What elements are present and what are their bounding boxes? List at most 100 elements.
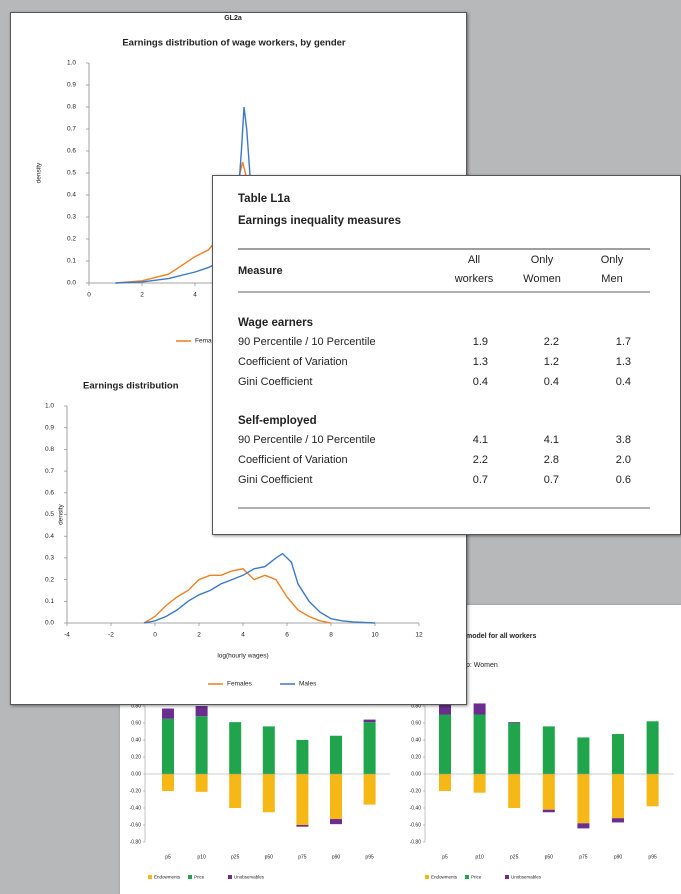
x-tick-label: p90 <box>332 854 341 860</box>
legend-label: Price <box>194 875 205 880</box>
y-tick-label: 0.4 <box>67 192 76 199</box>
y-tick-label: -0.20 <box>130 788 142 794</box>
column-header: Women <box>523 273 561 285</box>
y-tick-label: 0.0 <box>45 620 54 627</box>
table-cell: 2.0 <box>616 454 631 466</box>
y-tick-label: 0.7 <box>67 126 76 133</box>
legend-label: Endowments <box>431 875 458 880</box>
table-cell: 1.2 <box>544 356 559 368</box>
table-subtitle: Earnings inequality measures <box>238 215 401 227</box>
table-cell: 0.6 <box>616 474 631 486</box>
sheet-title: model for all workers <box>466 633 537 640</box>
x-axis-label: log(hourly wages) <box>217 653 268 660</box>
y-tick-label: -0.80 <box>130 839 142 845</box>
x-tick-label: p90 <box>614 854 623 860</box>
y-axis-label: density <box>58 503 65 524</box>
row-label: Gini Coefficient <box>238 376 312 388</box>
bar-segment <box>612 818 624 823</box>
bar-segment <box>508 774 521 808</box>
bar-segment <box>439 774 451 791</box>
x-tick-label: 12 <box>415 632 423 639</box>
y-tick-label: -0.20 <box>410 788 422 794</box>
y-tick-label: -0.60 <box>130 822 142 828</box>
x-tick-label: 0 <box>153 632 157 639</box>
bar-segment <box>363 722 376 774</box>
table-cell: 0.4 <box>544 376 559 388</box>
y-tick-label: 0.80 <box>411 703 421 709</box>
bar-segment <box>363 719 376 723</box>
bar-segment <box>162 774 174 791</box>
legend-label: Unobservables <box>234 875 265 880</box>
x-tick-label: 0 <box>87 292 91 299</box>
table-cell: 3.8 <box>616 434 631 446</box>
bar-segment <box>363 774 376 805</box>
row-label: Gini Coefficient <box>238 474 312 486</box>
legend-swatch <box>465 875 469 879</box>
row-label: 90 Percentile / 10 Percentile <box>238 434 376 446</box>
x-tick-label: 2 <box>140 292 144 299</box>
y-tick-label: 0.2 <box>45 576 54 583</box>
y-tick-label: 0.6 <box>45 490 54 497</box>
bar-segment <box>612 774 624 819</box>
table-cell: 4.1 <box>473 434 488 446</box>
x-tick-label: p50 <box>545 854 554 860</box>
y-tick-label: 0.3 <box>67 214 76 221</box>
y-tick-label: 0.8 <box>45 446 54 453</box>
y-tick-label: 1.0 <box>67 60 76 67</box>
table-cell: 4.1 <box>544 434 559 446</box>
y-tick-label: 0.2 <box>67 236 76 243</box>
legend-label: Endowments <box>154 875 181 880</box>
y-tick-label: 0.80 <box>131 703 141 709</box>
y-tick-label: -0.80 <box>410 839 422 845</box>
table-cell: 1.3 <box>473 356 488 368</box>
table-cell: 0.7 <box>544 474 559 486</box>
bar-segment <box>330 774 342 820</box>
y-tick-label: 0.40 <box>411 737 421 743</box>
sheet-subtitle: p: Women <box>466 662 498 669</box>
x-tick-label: -4 <box>64 632 70 639</box>
bar-segment <box>508 723 521 774</box>
bar-segment <box>296 740 309 774</box>
x-tick-label: p95 <box>365 854 374 860</box>
section-heading: Wage earners <box>238 317 313 329</box>
x-tick-label: p95 <box>648 854 657 860</box>
legend-swatch <box>148 875 152 879</box>
bar-segment <box>473 703 486 715</box>
column-header: Only <box>531 254 554 266</box>
bar-segment <box>296 774 309 825</box>
y-tick-label: -0.40 <box>130 805 142 811</box>
legend-swatch <box>188 875 192 879</box>
table-sheet: Table L1a Earnings inequality measures M… <box>212 175 681 535</box>
y-tick-label: 0.7 <box>45 468 54 475</box>
table-cell: 2.2 <box>473 454 488 466</box>
y-tick-label: -0.60 <box>410 822 422 828</box>
bar-segment <box>577 774 590 824</box>
bar-segment <box>262 774 275 813</box>
decomposition-svg: model for all workers p: Women -0.80 -0.6… <box>130 633 674 880</box>
x-tick-label: 6 <box>285 632 289 639</box>
y-tick-label: 1.0 <box>45 403 54 410</box>
x-tick-label: 8 <box>329 632 333 639</box>
column-header: Measure <box>238 265 283 277</box>
y-tick-label: 0.60 <box>411 720 421 726</box>
table-title: Table L1a <box>238 193 291 205</box>
x-tick-label: p10 <box>475 854 484 860</box>
x-tick-label: p10 <box>197 854 206 860</box>
column-header: All <box>468 254 480 266</box>
x-tick-label: p25 <box>510 854 519 860</box>
section-heading: Self-employed <box>238 415 317 427</box>
legend-swatch <box>228 875 232 879</box>
table-cell: 2.2 <box>544 336 559 348</box>
x-tick-label: p5 <box>165 854 171 860</box>
x-tick-label: p25 <box>231 854 240 860</box>
bar-segment <box>229 722 242 774</box>
legend-label: Females <box>195 338 221 345</box>
row-label: Coefficient of Variation <box>238 454 348 466</box>
chart-title: Earnings distribution <box>83 381 179 392</box>
table-cell: 0.4 <box>473 376 488 388</box>
x-tick-label: p75 <box>579 854 588 860</box>
bar-segment <box>195 716 208 774</box>
x-tick-label: p75 <box>298 854 307 860</box>
x-tick-label: -2 <box>108 632 114 639</box>
